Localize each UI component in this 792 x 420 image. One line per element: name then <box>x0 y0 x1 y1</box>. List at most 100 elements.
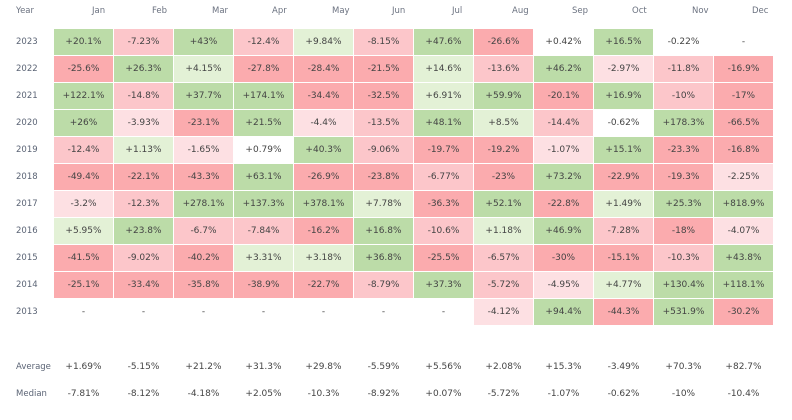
heatmap-cell: +3.18% <box>294 245 353 271</box>
heatmap-cell: -26.6% <box>474 29 533 55</box>
heatmap-cell: +52.1% <box>474 191 533 217</box>
heatmap-cell: -22.8% <box>534 191 593 217</box>
summary-value: +2.08% <box>485 362 522 372</box>
year-label: 2019 <box>16 145 38 155</box>
heatmap-cell: +46.9% <box>534 218 593 244</box>
heatmap-cell: -23.1% <box>174 110 233 136</box>
heatmap-cell: +21.5% <box>234 110 293 136</box>
heatmap-cell: +16.5% <box>594 29 653 55</box>
year-label: 2023 <box>16 37 38 47</box>
heatmap-cell: +6.91% <box>414 83 473 109</box>
heatmap-cell: +378.1% <box>294 191 353 217</box>
heatmap-cell: -41.5% <box>54 245 113 271</box>
heatmap-cell: -7.84% <box>234 218 293 244</box>
heatmap-cell: +8.5% <box>474 110 533 136</box>
heatmap-cell: -12.3% <box>114 191 173 217</box>
heatmap-cell: +37.3% <box>414 272 473 298</box>
heatmap-cell: +4.77% <box>594 272 653 298</box>
heatmap-cell: -13.6% <box>474 56 533 82</box>
heatmap-cell: +122.1% <box>54 83 113 109</box>
heatmap-cell: -26.9% <box>294 164 353 190</box>
heatmap-cell: -13.5% <box>354 110 413 136</box>
month-header-apr: Apr <box>272 6 287 16</box>
heatmap-cell: +1.13% <box>114 137 173 163</box>
heatmap-cell: +3.31% <box>234 245 293 271</box>
heatmap-cell: -27.8% <box>234 56 293 82</box>
month-header-mar: Mar <box>212 6 229 16</box>
heatmap-cell: -25.6% <box>54 56 113 82</box>
heatmap-cell: -6.7% <box>174 218 233 244</box>
heatmap-cell: +47.6% <box>414 29 473 55</box>
year-label: 2017 <box>16 199 38 209</box>
summary-value: +21.2% <box>185 362 222 372</box>
summary-value: -10.3% <box>307 389 340 399</box>
summary-value: +5.56% <box>425 362 462 372</box>
summary-label-average: Average <box>16 362 51 372</box>
heatmap-cell: - <box>354 299 413 325</box>
heatmap-cell: -20.1% <box>534 83 593 109</box>
heatmap-cell: -3.2% <box>54 191 113 217</box>
summary-value: -4.18% <box>187 389 220 399</box>
heatmap-cell: -12.4% <box>54 137 113 163</box>
heatmap-cell: -23% <box>474 164 533 190</box>
year-label: 2014 <box>16 280 38 290</box>
heatmap-cell: -16.2% <box>294 218 353 244</box>
heatmap-cell: +9.84% <box>294 29 353 55</box>
heatmap-cell: -34.4% <box>294 83 353 109</box>
heatmap-cell: -22.7% <box>294 272 353 298</box>
heatmap-cell: -25.5% <box>414 245 473 271</box>
heatmap-cell: +26% <box>54 110 113 136</box>
heatmap-cell: -8.79% <box>354 272 413 298</box>
heatmap-cell: +40.3% <box>294 137 353 163</box>
heatmap-cell: +1.18% <box>474 218 533 244</box>
heatmap-cell: - <box>294 299 353 325</box>
heatmap-cell: - <box>414 299 473 325</box>
heatmap-cell: -23.3% <box>654 137 713 163</box>
heatmap-cell: -7.28% <box>594 218 653 244</box>
summary-value: -1.07% <box>547 389 580 399</box>
heatmap-cell: -10.3% <box>654 245 713 271</box>
summary-value: -5.15% <box>127 362 160 372</box>
heatmap-cell: -4.07% <box>714 218 773 244</box>
heatmap-cell: -10.6% <box>414 218 473 244</box>
heatmap-cell: -38.9% <box>234 272 293 298</box>
heatmap-cell: -0.62% <box>594 110 653 136</box>
heatmap-cell: +48.1% <box>414 110 473 136</box>
month-header-oct: Oct <box>632 6 647 16</box>
heatmap-cell: -2.97% <box>594 56 653 82</box>
heatmap-cell: -0.22% <box>654 29 713 55</box>
heatmap-cell: +130.4% <box>654 272 713 298</box>
heatmap-cell: -40.2% <box>174 245 233 271</box>
summary-value: -3.49% <box>607 362 640 372</box>
heatmap-cell: +16.9% <box>594 83 653 109</box>
heatmap-cell: -35.8% <box>174 272 233 298</box>
heatmap-cell: -9.02% <box>114 245 173 271</box>
year-header: Year <box>16 6 34 16</box>
heatmap-cell: -11.8% <box>654 56 713 82</box>
heatmap-cell: - <box>114 299 173 325</box>
heatmap-cell: -44.3% <box>594 299 653 325</box>
heatmap-cell: +1.49% <box>594 191 653 217</box>
heatmap-cell: -2.25% <box>714 164 773 190</box>
heatmap-cell: -4.95% <box>534 272 593 298</box>
heatmap-cell: -49.4% <box>54 164 113 190</box>
heatmap-cell: -6.57% <box>474 245 533 271</box>
heatmap-cell: +59.9% <box>474 83 533 109</box>
heatmap-cell: -3.93% <box>114 110 173 136</box>
month-header-dec: Dec <box>752 6 769 16</box>
heatmap-cell: +5.95% <box>54 218 113 244</box>
heatmap-cell: -1.07% <box>534 137 593 163</box>
heatmap-cell: +178.3% <box>654 110 713 136</box>
heatmap-cell: +46.2% <box>534 56 593 82</box>
summary-value: -8.12% <box>127 389 160 399</box>
heatmap-cell: +36.8% <box>354 245 413 271</box>
month-header-nov: Nov <box>692 6 709 16</box>
heatmap-cell: +0.42% <box>534 29 593 55</box>
summary-value: -5.72% <box>487 389 520 399</box>
heatmap-cell: -19.3% <box>654 164 713 190</box>
heatmap-cell: -30% <box>534 245 593 271</box>
heatmap-cell: -33.4% <box>114 272 173 298</box>
heatmap-cell: +14.6% <box>414 56 473 82</box>
heatmap-cell: - <box>714 29 773 55</box>
